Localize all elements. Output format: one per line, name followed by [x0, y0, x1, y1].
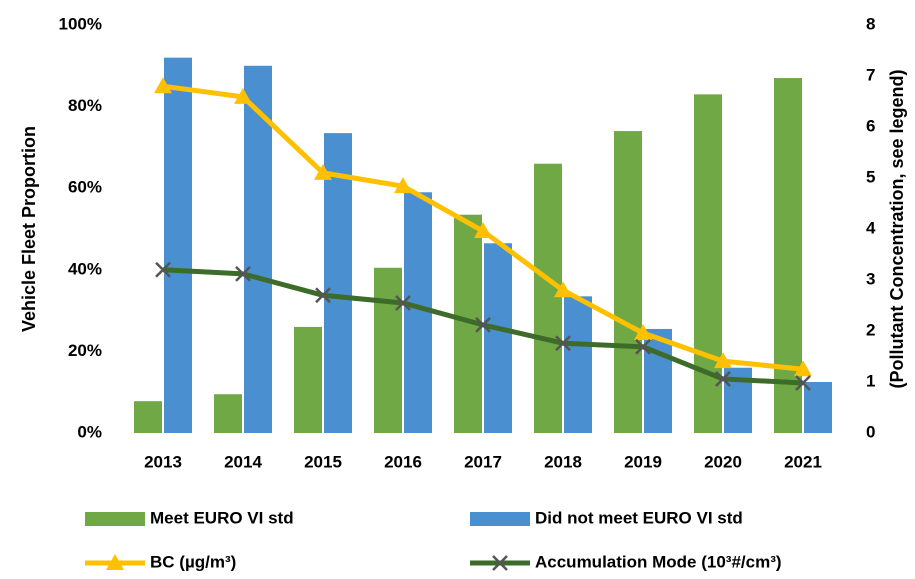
y-axis-title: Vehicle Fleet Proportion [19, 126, 39, 332]
bar [244, 65, 272, 434]
y2-tick-label: 6 [866, 116, 875, 135]
y2-tick-label: 0 [866, 422, 875, 441]
legend-label: Meet EURO VI std [150, 508, 294, 527]
marker [395, 295, 411, 311]
y-tick-label: 40% [68, 259, 102, 278]
marker [155, 261, 171, 278]
marker [555, 335, 571, 352]
x-tick-label: 2021 [784, 452, 822, 471]
y2-tick-label: 1 [866, 371, 875, 390]
x-tick-label: 2017 [464, 452, 502, 471]
marker [314, 163, 332, 180]
marker [475, 316, 491, 333]
bar [134, 401, 162, 433]
y-tick-label: 20% [68, 341, 102, 360]
legend-marker [492, 555, 508, 571]
y-tick-label: 100% [59, 14, 102, 33]
marker [554, 281, 572, 298]
legend-swatch [470, 512, 530, 526]
bar [694, 94, 722, 434]
x-tick-label: 2013 [144, 452, 182, 471]
marker [234, 87, 252, 104]
y2-tick-label: 7 [866, 65, 875, 84]
bar [214, 394, 242, 433]
marker [714, 352, 732, 369]
bar [324, 133, 352, 433]
y2-tick-label: 3 [866, 269, 875, 288]
x-tick-label: 2019 [624, 452, 662, 471]
y-tick-label: 60% [68, 178, 102, 197]
x-tick-label: 2015 [304, 452, 342, 471]
marker [315, 287, 331, 304]
x-tick-label: 2016 [384, 452, 422, 471]
marker [394, 177, 412, 194]
bar [534, 163, 562, 433]
bar [374, 267, 402, 433]
y2-axis-title: (Pollutant Concentration, see legend) [887, 69, 907, 388]
legend-label: Accumulation Mode (10³#/cm³) [535, 552, 782, 571]
bar [484, 243, 512, 433]
y-tick-label: 0% [77, 422, 102, 441]
marker [235, 265, 251, 282]
y2-tick-label: 2 [866, 320, 875, 339]
bar [164, 57, 192, 433]
marker [635, 338, 651, 355]
y2-tick-label: 8 [866, 14, 875, 33]
marker [634, 324, 652, 341]
y2-tick-label: 5 [866, 167, 875, 186]
x-tick-label: 2020 [704, 452, 742, 471]
x-tick-label: 2014 [224, 452, 262, 471]
legend-swatch [85, 512, 145, 526]
marker [474, 222, 492, 239]
x-tick-label: 2018 [544, 452, 582, 471]
marker [794, 360, 812, 377]
bar [804, 382, 832, 433]
legend-label: Did not meet EURO VI std [535, 508, 743, 527]
legend-label: BC (µg/m³) [150, 552, 236, 571]
legend-marker [106, 554, 124, 570]
bar [644, 328, 672, 433]
y-tick-label: 80% [68, 96, 102, 115]
y2-tick-label: 4 [866, 218, 876, 237]
marker [154, 77, 172, 94]
marker [715, 371, 731, 387]
bar [564, 296, 592, 433]
bar [294, 326, 322, 433]
marker [795, 375, 811, 391]
bar [614, 131, 642, 433]
bar [404, 192, 432, 433]
